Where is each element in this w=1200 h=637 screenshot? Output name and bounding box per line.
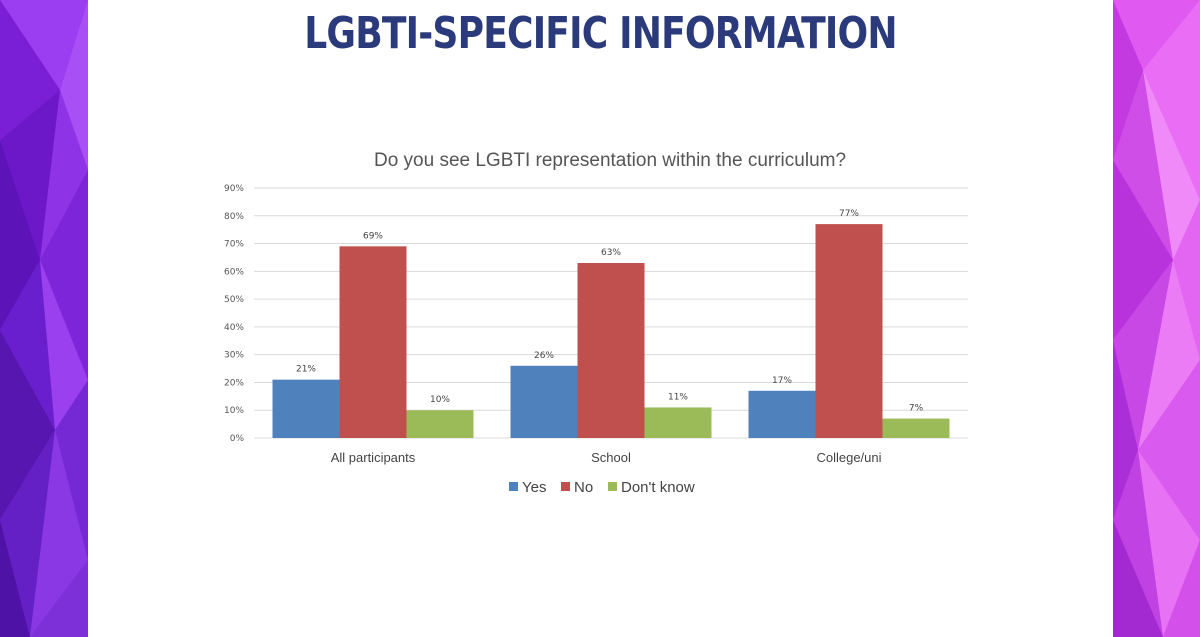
bar-no-school [577,263,645,438]
data-label: 77% [839,209,859,219]
bar-no-all-participants [339,246,407,438]
right-background-pattern [1113,0,1200,637]
slide-title: LGBTI-SPECIFIC INFORMATION [304,8,897,59]
y-tick-label: 30% [224,351,244,361]
category-label: School [591,450,631,465]
data-label: 21% [296,365,316,375]
bar-yes-all-participants [272,379,340,438]
y-tick-label: 10% [224,406,244,416]
bar-don-t-know-all-participants [406,410,474,438]
legend-label: Don't know [621,479,695,496]
bar-yes-college-uni [748,390,816,438]
legend: Yes No Don't know [509,479,695,496]
bar-don-t-know-school [644,407,712,438]
chart-title: Do you see LGBTI representation within t… [374,150,846,171]
data-label: 63% [601,248,621,258]
data-label: 17% [772,376,792,386]
data-label: 11% [668,392,688,402]
legend-swatch [561,482,570,491]
y-tick-label: 40% [224,323,244,333]
bar-no-college-uni [815,224,883,438]
bar-don-t-know-college-uni [882,418,950,438]
data-label: 7% [909,404,924,414]
legend-label: No [574,479,593,496]
y-tick-label: 80% [224,212,244,222]
y-axis-ticks: 0% 10% 20% 30% 40% 50% 60% 70% 80% 90% [224,184,244,444]
data-label: 69% [363,231,383,241]
legend-label: Yes [522,479,546,496]
y-tick-label: 20% [224,378,244,388]
bars [272,224,950,438]
y-tick-label: 0% [230,434,245,444]
data-labels: 21% 69% 10% 26% 63% 11% 17% 77% 7% [296,209,924,413]
legend-swatch [608,482,617,491]
y-tick-label: 90% [224,184,244,194]
data-label: 10% [430,395,450,405]
left-background-pattern [0,0,88,637]
y-tick-label: 70% [224,240,244,250]
data-label: 26% [534,351,554,361]
legend-swatch [509,482,518,491]
y-tick-label: 60% [224,267,244,277]
category-label: College/uni [816,450,881,465]
x-axis-categories: All participants School College/uni [331,450,882,465]
category-label: All participants [331,450,416,465]
bar-yes-school [510,365,578,438]
y-tick-label: 50% [224,295,244,305]
